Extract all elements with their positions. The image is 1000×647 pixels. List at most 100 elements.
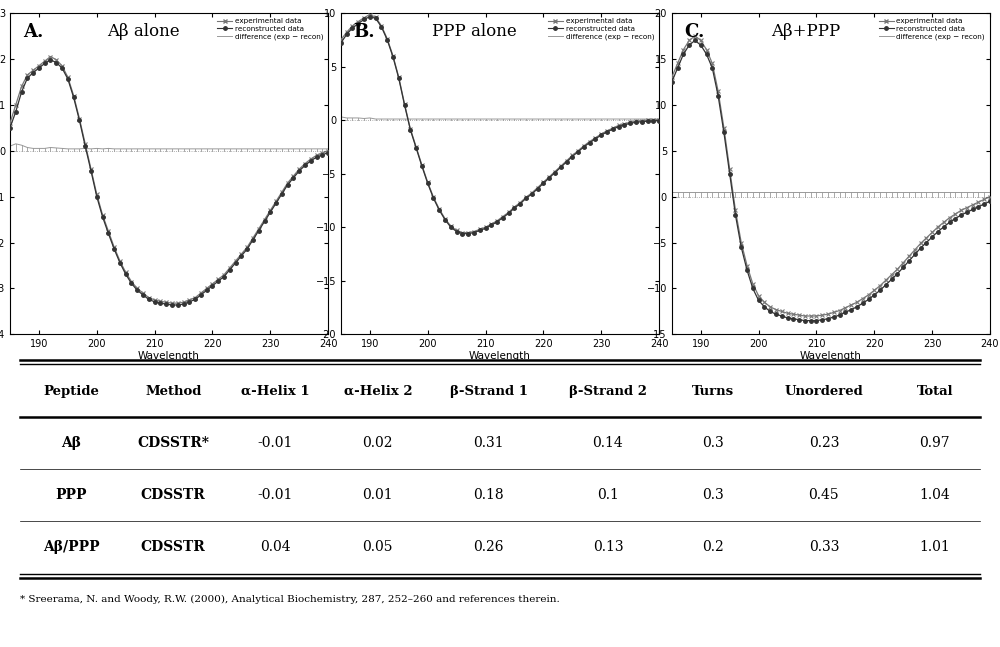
reconstructed data (322, 149, 334, 157)
reconstructed data (462, 230, 474, 237)
Text: 1.04: 1.04 (919, 488, 950, 502)
Text: Turns: Turns (692, 384, 734, 397)
reconstructed data (787, 315, 799, 323)
Legend: experimental data, reconstructed data, difference (exp − recon): experimental data, reconstructed data, d… (547, 17, 655, 41)
reconstructed data (125, 280, 137, 287)
reconstructed data (555, 163, 567, 171)
Text: CDSSTR*: CDSSTR* (137, 436, 209, 450)
experimental data (462, 229, 474, 237)
Text: 1.01: 1.01 (919, 540, 950, 554)
Text: 0.01: 0.01 (363, 488, 393, 502)
experimental data (589, 134, 601, 142)
difference (exp - recon) (926, 188, 938, 196)
Text: Aβ/PPP: Aβ/PPP (43, 540, 99, 554)
difference (exp - recon) (874, 188, 886, 196)
reconstructed data (666, 78, 678, 85)
Text: 0.05: 0.05 (363, 540, 393, 554)
difference (exp - recon) (984, 188, 996, 196)
experimental data (259, 215, 271, 223)
reconstructed data (886, 276, 898, 283)
experimental data (456, 229, 468, 237)
difference (exp - recon) (549, 115, 561, 123)
experimental data (689, 32, 701, 39)
Text: Peptide: Peptide (43, 384, 99, 397)
X-axis label: Wavelength: Wavelength (138, 351, 200, 360)
reconstructed data (653, 116, 665, 124)
Text: 0.18: 0.18 (473, 488, 504, 502)
reconstructed data (364, 13, 376, 21)
experimental data (526, 189, 538, 197)
Text: -0.01: -0.01 (258, 488, 293, 502)
Text: 0.3: 0.3 (702, 488, 724, 502)
difference (exp - recon) (206, 145, 218, 153)
experimental data (125, 278, 137, 285)
Text: 0.31: 0.31 (473, 436, 504, 450)
reconstructed data (341, 30, 353, 38)
difference (exp - recon) (863, 188, 875, 196)
Text: CDSSTR: CDSSTR (141, 540, 206, 554)
Text: 0.2: 0.2 (702, 540, 724, 554)
Text: -0.01: -0.01 (258, 436, 293, 450)
experimental data (653, 116, 665, 124)
Text: Aβ alone: Aβ alone (107, 23, 180, 39)
experimental data (4, 119, 16, 127)
Text: 0.33: 0.33 (809, 540, 839, 554)
reconstructed data (526, 190, 538, 198)
Text: Aβ+PPP: Aβ+PPP (771, 23, 840, 39)
reconstructed data (672, 64, 684, 72)
difference (exp - recon) (845, 188, 857, 196)
difference (exp - recon) (189, 145, 201, 153)
difference (exp - recon) (125, 145, 137, 153)
Line: difference (exp - recon): difference (exp - recon) (10, 144, 328, 149)
experimental data (799, 312, 811, 320)
reconstructed data (456, 230, 468, 237)
reconstructed data (984, 197, 996, 205)
Text: Aβ: Aβ (61, 436, 81, 450)
experimental data (787, 311, 799, 318)
experimental data (335, 36, 347, 43)
Text: Unordered: Unordered (785, 384, 863, 397)
difference (exp - recon) (672, 188, 684, 196)
experimental data (212, 276, 224, 283)
Text: 0.97: 0.97 (919, 436, 950, 450)
Text: B.: B. (354, 23, 375, 41)
difference (exp - recon) (4, 142, 16, 150)
reconstructed data (920, 239, 932, 247)
reconstructed data (224, 266, 236, 274)
Text: 0.14: 0.14 (593, 436, 623, 450)
Text: α-Helix 2: α-Helix 2 (344, 384, 412, 397)
Text: 0.26: 0.26 (473, 540, 504, 554)
Text: * Sreerama, N. and Woody, R.W. (2000), Analytical Biochemistry, 287, 252–260 and: * Sreerama, N. and Woody, R.W. (2000), A… (20, 595, 560, 604)
difference (exp - recon) (584, 115, 596, 123)
difference (exp - recon) (322, 145, 334, 153)
difference (exp - recon) (10, 140, 22, 148)
Text: 0.04: 0.04 (260, 540, 291, 554)
Text: C.: C. (685, 23, 705, 41)
Text: A.: A. (23, 23, 43, 41)
difference (exp - recon) (782, 188, 794, 196)
reconstructed data (589, 135, 601, 143)
X-axis label: Wavelength: Wavelength (469, 351, 531, 360)
experimental data (341, 28, 353, 36)
Legend: experimental data, reconstructed data, difference (exp − recon): experimental data, reconstructed data, d… (216, 17, 325, 41)
Line: experimental data: experimental data (669, 34, 992, 318)
experimental data (874, 282, 886, 290)
difference (exp - recon) (253, 145, 265, 153)
Legend: experimental data, reconstructed data, difference (exp − recon): experimental data, reconstructed data, d… (878, 17, 986, 41)
difference (exp - recon) (909, 188, 921, 196)
difference (exp - recon) (270, 145, 282, 153)
experimental data (886, 271, 898, 279)
reconstructed data (799, 317, 811, 325)
reconstructed data (212, 277, 224, 285)
difference (exp - recon) (335, 113, 347, 121)
Line: experimental data: experimental data (338, 12, 662, 235)
reconstructed data (259, 217, 271, 225)
Text: α-Helix 1: α-Helix 1 (241, 384, 310, 397)
difference (exp - recon) (341, 114, 353, 122)
Line: reconstructed data: reconstructed data (339, 15, 661, 236)
experimental data (555, 162, 567, 170)
Text: 0.13: 0.13 (593, 540, 623, 554)
reconstructed data (44, 56, 56, 63)
experimental data (543, 173, 555, 181)
experimental data (322, 147, 334, 155)
